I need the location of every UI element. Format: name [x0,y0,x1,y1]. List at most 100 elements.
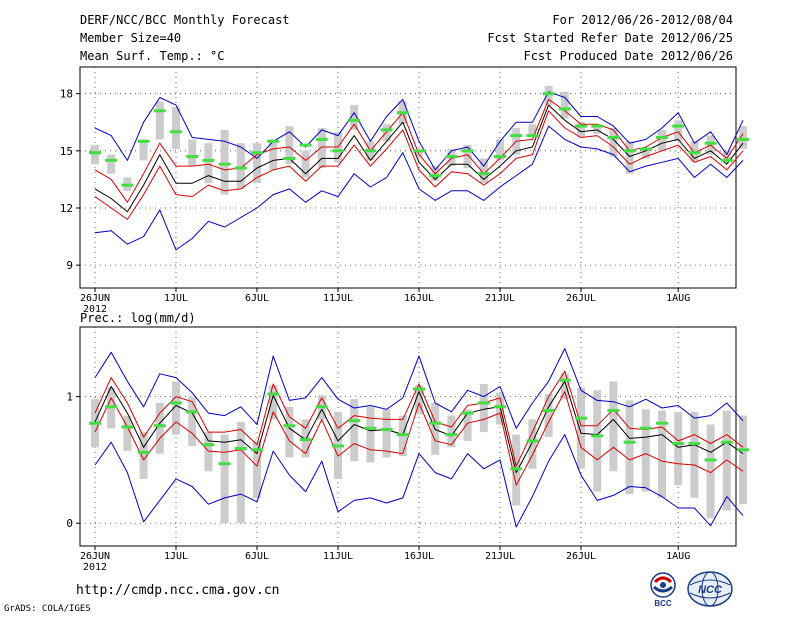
panel2-marker [202,443,215,447]
panel1-spread-box [188,139,197,167]
panel2-marker [461,411,474,415]
panel1-marker [364,149,377,153]
panel2-ytick-label: 1 [66,391,73,404]
panel1-spread-box [674,120,683,142]
panel2-spread-box [220,434,229,524]
panel1-xtick-label: 6JUL [245,293,269,304]
panel2-mean-line [94,380,744,474]
panel1-marker [89,151,101,155]
panel1-lower-line [94,110,744,220]
panel1-marker [477,172,490,176]
panel2-marker [429,421,442,425]
panel2-marker [558,378,571,382]
panel2-spread-box [447,415,456,448]
panel1-marker [607,135,620,139]
panel2-marker [510,467,523,471]
panel2-spread-box [722,410,731,511]
panel1-spread-box [609,127,618,157]
panel1-spread-box [285,126,294,165]
panel1-spread-box [593,124,602,134]
panel1-spread-box [382,124,391,142]
panel2-spread-box [690,411,699,498]
panel2-min-line [94,434,744,528]
panel1-spread-box [220,129,229,195]
panel1-spread-box [528,124,537,138]
panel2-marker [591,434,604,438]
panel2-spread-box [560,373,569,400]
panel2-frame [79,326,737,547]
panel2-marker [283,424,296,428]
panel2-marker [251,448,263,452]
panel2-spread-box [463,409,472,441]
panel1-marker [672,124,685,128]
panel2-xtick-label: 26JUL [566,551,596,562]
panel2-spread-box [658,410,666,498]
panel1-marker [494,155,506,159]
panel1-marker [542,92,555,96]
panel2-marker [737,448,749,452]
panel2-spread-box [577,387,585,469]
panel1-ytick-label: 12 [60,202,73,215]
panel1-marker [445,155,458,159]
panel2-marker [348,419,361,423]
panel1-spread-box [204,143,213,184]
panel2-marker [672,441,685,445]
panel2-spread-box [204,432,213,472]
panel2-spread-box [123,415,132,452]
panel1-spread-box [479,158,488,184]
panel1-ytick-label: 15 [60,145,73,158]
panel2-spread-box [155,402,164,454]
panel2-marker [720,440,733,444]
panel2-spread-box [253,440,261,498]
panel1-marker [186,155,199,159]
panel1-marker [267,139,280,143]
panel1-spread-box [91,145,99,165]
panel1-year-label: 2012 [83,304,107,315]
panel2-spread-box [479,383,488,433]
panel1-marker [639,147,652,151]
panel1-marker [380,128,393,132]
panel1-mean-line [94,104,744,213]
panel2-spread-box [674,411,683,486]
panel1-spread-box [236,143,245,189]
panel1-spread-box [269,139,278,170]
panel2-marker [526,439,539,443]
panel1-marker [413,149,425,153]
panel1-marker [234,166,247,170]
panel2-xtick-label: 6JUL [245,551,269,562]
panel2-max-line [94,348,744,429]
panel1-marker [251,151,263,155]
source-url-link[interactable]: http://cmdp.ncc.cma.gov.cn [76,583,280,598]
panel1-spread-box [658,129,666,151]
panel1-xtick-label: 1JUL [164,293,188,304]
panel2-marker [413,387,425,391]
panel1-spread-box [463,145,472,168]
panel1-marker [526,134,539,138]
panel2-spread-box [269,385,278,420]
panel2-marker [623,440,636,444]
panel1-xtick-label: 16JUL [404,293,434,304]
panel2-xtick-label: 21JUL [485,551,515,562]
panel2-spread-box [188,396,197,446]
grads-credit: GrADS: COLA/IGES [4,604,91,614]
panel1-xtick-label: 11JUL [323,293,353,304]
panel2-spread-box [172,381,180,435]
panel2-spread-box [609,381,618,472]
panel2-marker [89,421,101,425]
panel1-xtick-label: 1AUG [666,293,690,304]
panel1-marker [461,149,474,153]
panel2-marker [494,405,506,409]
panel1-spread-box [496,139,504,161]
bcc-logo: BCC [643,570,683,608]
panel1-marker [558,107,571,111]
panel2-xtick-label: 11JUL [323,551,353,562]
panel2-marker [218,462,231,466]
refer-date-label: Fcst Started Refer Date 2012/06/25 [487,31,733,45]
panel1-spread-box [172,107,180,149]
panel1-marker [218,162,231,166]
ncc-logo: NCC [686,570,734,608]
panel2-spread-box [593,390,602,492]
panel2-spread-box [415,385,423,415]
panel1-marker [720,158,733,162]
variable-label: Mean Surf. Temp.: °C [80,49,225,63]
